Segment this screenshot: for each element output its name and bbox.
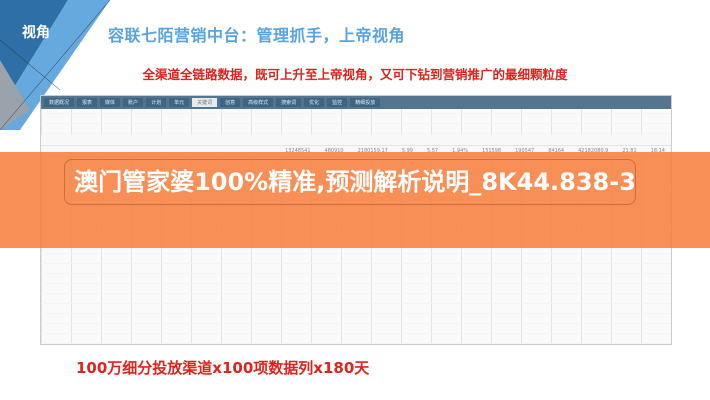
highlight-box bbox=[64, 159, 636, 205]
corner-decoration bbox=[0, 0, 111, 130]
tab[interactable]: 单元 bbox=[169, 98, 190, 107]
tab[interactable]: 计划 bbox=[146, 98, 167, 107]
tab-active[interactable]: 关键词 bbox=[192, 98, 218, 107]
tab[interactable]: 精细投放 bbox=[350, 98, 381, 107]
corner-label: 视角 bbox=[22, 25, 50, 41]
tab[interactable]: 数据概况 bbox=[44, 98, 75, 107]
headline-band bbox=[0, 152, 710, 248]
slide-title: 容联七陌营销中台：管理抓手，上帝视角 bbox=[108, 26, 406, 45]
tab[interactable]: 账户 bbox=[123, 98, 144, 107]
tab[interactable]: 媒体 bbox=[100, 98, 121, 107]
tab[interactable]: 搜索词 bbox=[276, 98, 302, 107]
filter-rows bbox=[41, 135, 671, 146]
tab[interactable]: 高级样式 bbox=[243, 98, 274, 107]
tab[interactable]: 优化 bbox=[304, 98, 325, 107]
tab[interactable]: 创意 bbox=[220, 98, 241, 107]
tab[interactable]: 监控 bbox=[327, 98, 348, 107]
bottom-caption: 100万细分投放渠道x100项数据列x180天 bbox=[76, 359, 370, 377]
slide-subtitle: 全渠道全链路数据，既可上升至上帝视角，又可下钻到营销推广的最细颗粒度 bbox=[142, 67, 568, 82]
headline: 澳门管家婆100%精准,预测解析说明_8K44.838-3 bbox=[74, 168, 636, 196]
tab-bar: 数据概况 报表 媒体 账户 计划 单元 关键词 创意 高级样式 搜索词 优化 监… bbox=[41, 96, 671, 109]
tab[interactable]: 报表 bbox=[77, 98, 98, 107]
